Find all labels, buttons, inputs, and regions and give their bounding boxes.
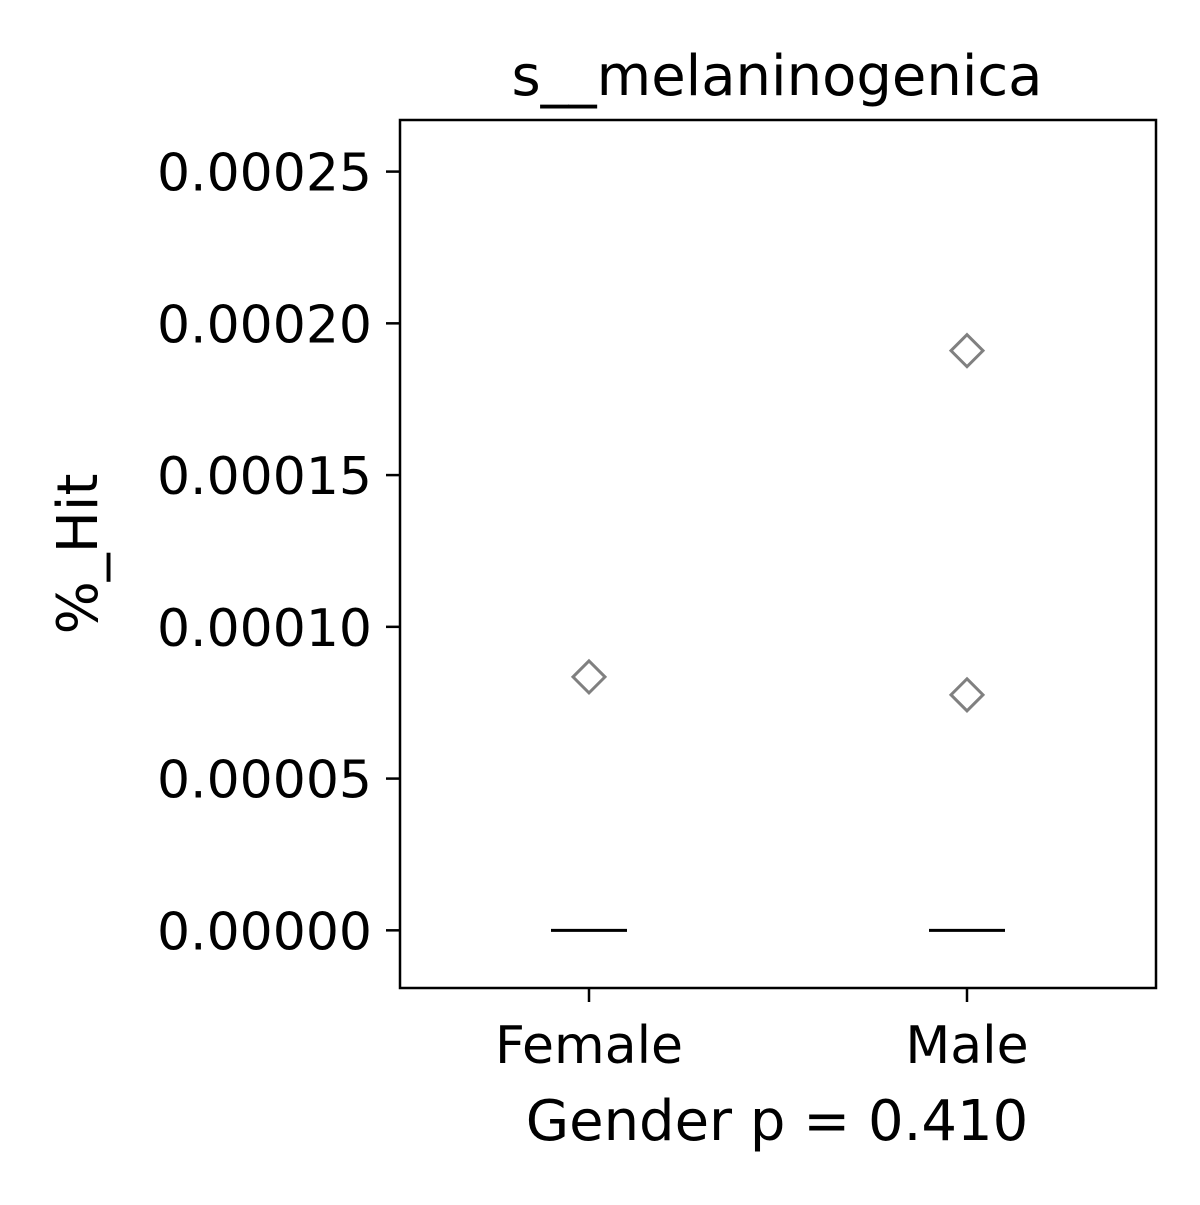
y-tick-label: 0.00025 bbox=[157, 144, 372, 204]
y-tick-label: 0.00005 bbox=[157, 751, 372, 811]
outlier-point bbox=[948, 676, 986, 713]
x-tick-label: Female bbox=[495, 1016, 683, 1076]
plot-area-frame bbox=[398, 118, 1158, 990]
outlier-point bbox=[948, 332, 986, 369]
y-axis-label: %_Hit bbox=[46, 474, 111, 635]
x-tick-label: Male bbox=[905, 1016, 1028, 1076]
y-axis: 0.00000 0.00005 0.00010 0.00015 0.00020 0.000… bbox=[157, 144, 400, 962]
y-tick-label: 0.00015 bbox=[157, 447, 372, 507]
x-axis-label: Gender p = 0.410 bbox=[526, 1089, 1029, 1154]
chart-title: s__melaninogenica bbox=[511, 44, 1042, 109]
y-tick-label: 0.00000 bbox=[157, 902, 372, 962]
y-tick-label: 0.00020 bbox=[157, 295, 372, 355]
outlier-point bbox=[570, 658, 608, 696]
box-group bbox=[929, 332, 1005, 932]
box-series bbox=[551, 332, 1005, 932]
y-tick-label: 0.00010 bbox=[157, 599, 372, 659]
x-axis: Female Male bbox=[495, 988, 1029, 1076]
box-group bbox=[551, 658, 627, 932]
